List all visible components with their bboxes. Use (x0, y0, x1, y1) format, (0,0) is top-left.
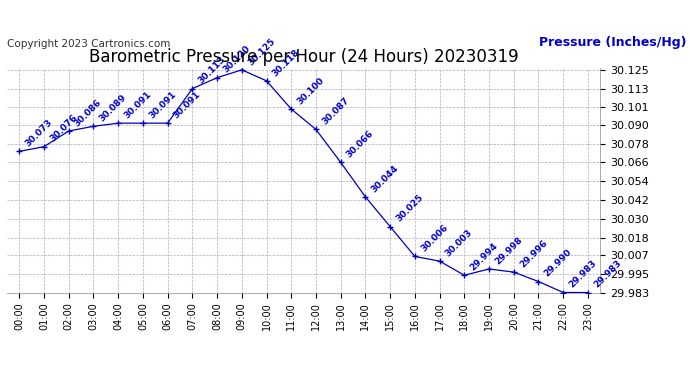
Text: 30.091: 30.091 (147, 90, 178, 120)
Text: Copyright 2023 Cartronics.com: Copyright 2023 Cartronics.com (7, 39, 170, 49)
Text: 30.120: 30.120 (221, 44, 252, 75)
Text: 30.076: 30.076 (48, 113, 79, 144)
Text: 30.073: 30.073 (23, 118, 55, 148)
Text: 30.006: 30.006 (419, 223, 450, 254)
Text: Pressure (Inches/Hg): Pressure (Inches/Hg) (539, 36, 687, 49)
Text: 30.091: 30.091 (122, 90, 153, 120)
Text: 30.066: 30.066 (345, 129, 375, 160)
Text: 29.983: 29.983 (592, 259, 623, 290)
Text: 29.983: 29.983 (567, 259, 598, 290)
Text: 30.118: 30.118 (270, 47, 302, 78)
Text: 29.996: 29.996 (518, 238, 549, 269)
Text: 29.998: 29.998 (493, 235, 524, 266)
Text: 30.113: 30.113 (197, 55, 227, 86)
Text: 30.044: 30.044 (370, 163, 400, 194)
Text: 30.086: 30.086 (73, 98, 104, 128)
Text: 29.994: 29.994 (469, 241, 500, 273)
Text: 30.091: 30.091 (172, 90, 203, 120)
Text: 30.087: 30.087 (320, 96, 351, 127)
Text: 30.125: 30.125 (246, 36, 277, 67)
Text: 29.990: 29.990 (542, 248, 573, 279)
Text: 30.089: 30.089 (97, 93, 128, 123)
Title: Barometric Pressure per Hour (24 Hours) 20230319: Barometric Pressure per Hour (24 Hours) … (89, 48, 518, 66)
Text: 30.100: 30.100 (295, 76, 326, 106)
Text: 30.025: 30.025 (394, 193, 425, 224)
Text: 30.003: 30.003 (444, 228, 474, 258)
